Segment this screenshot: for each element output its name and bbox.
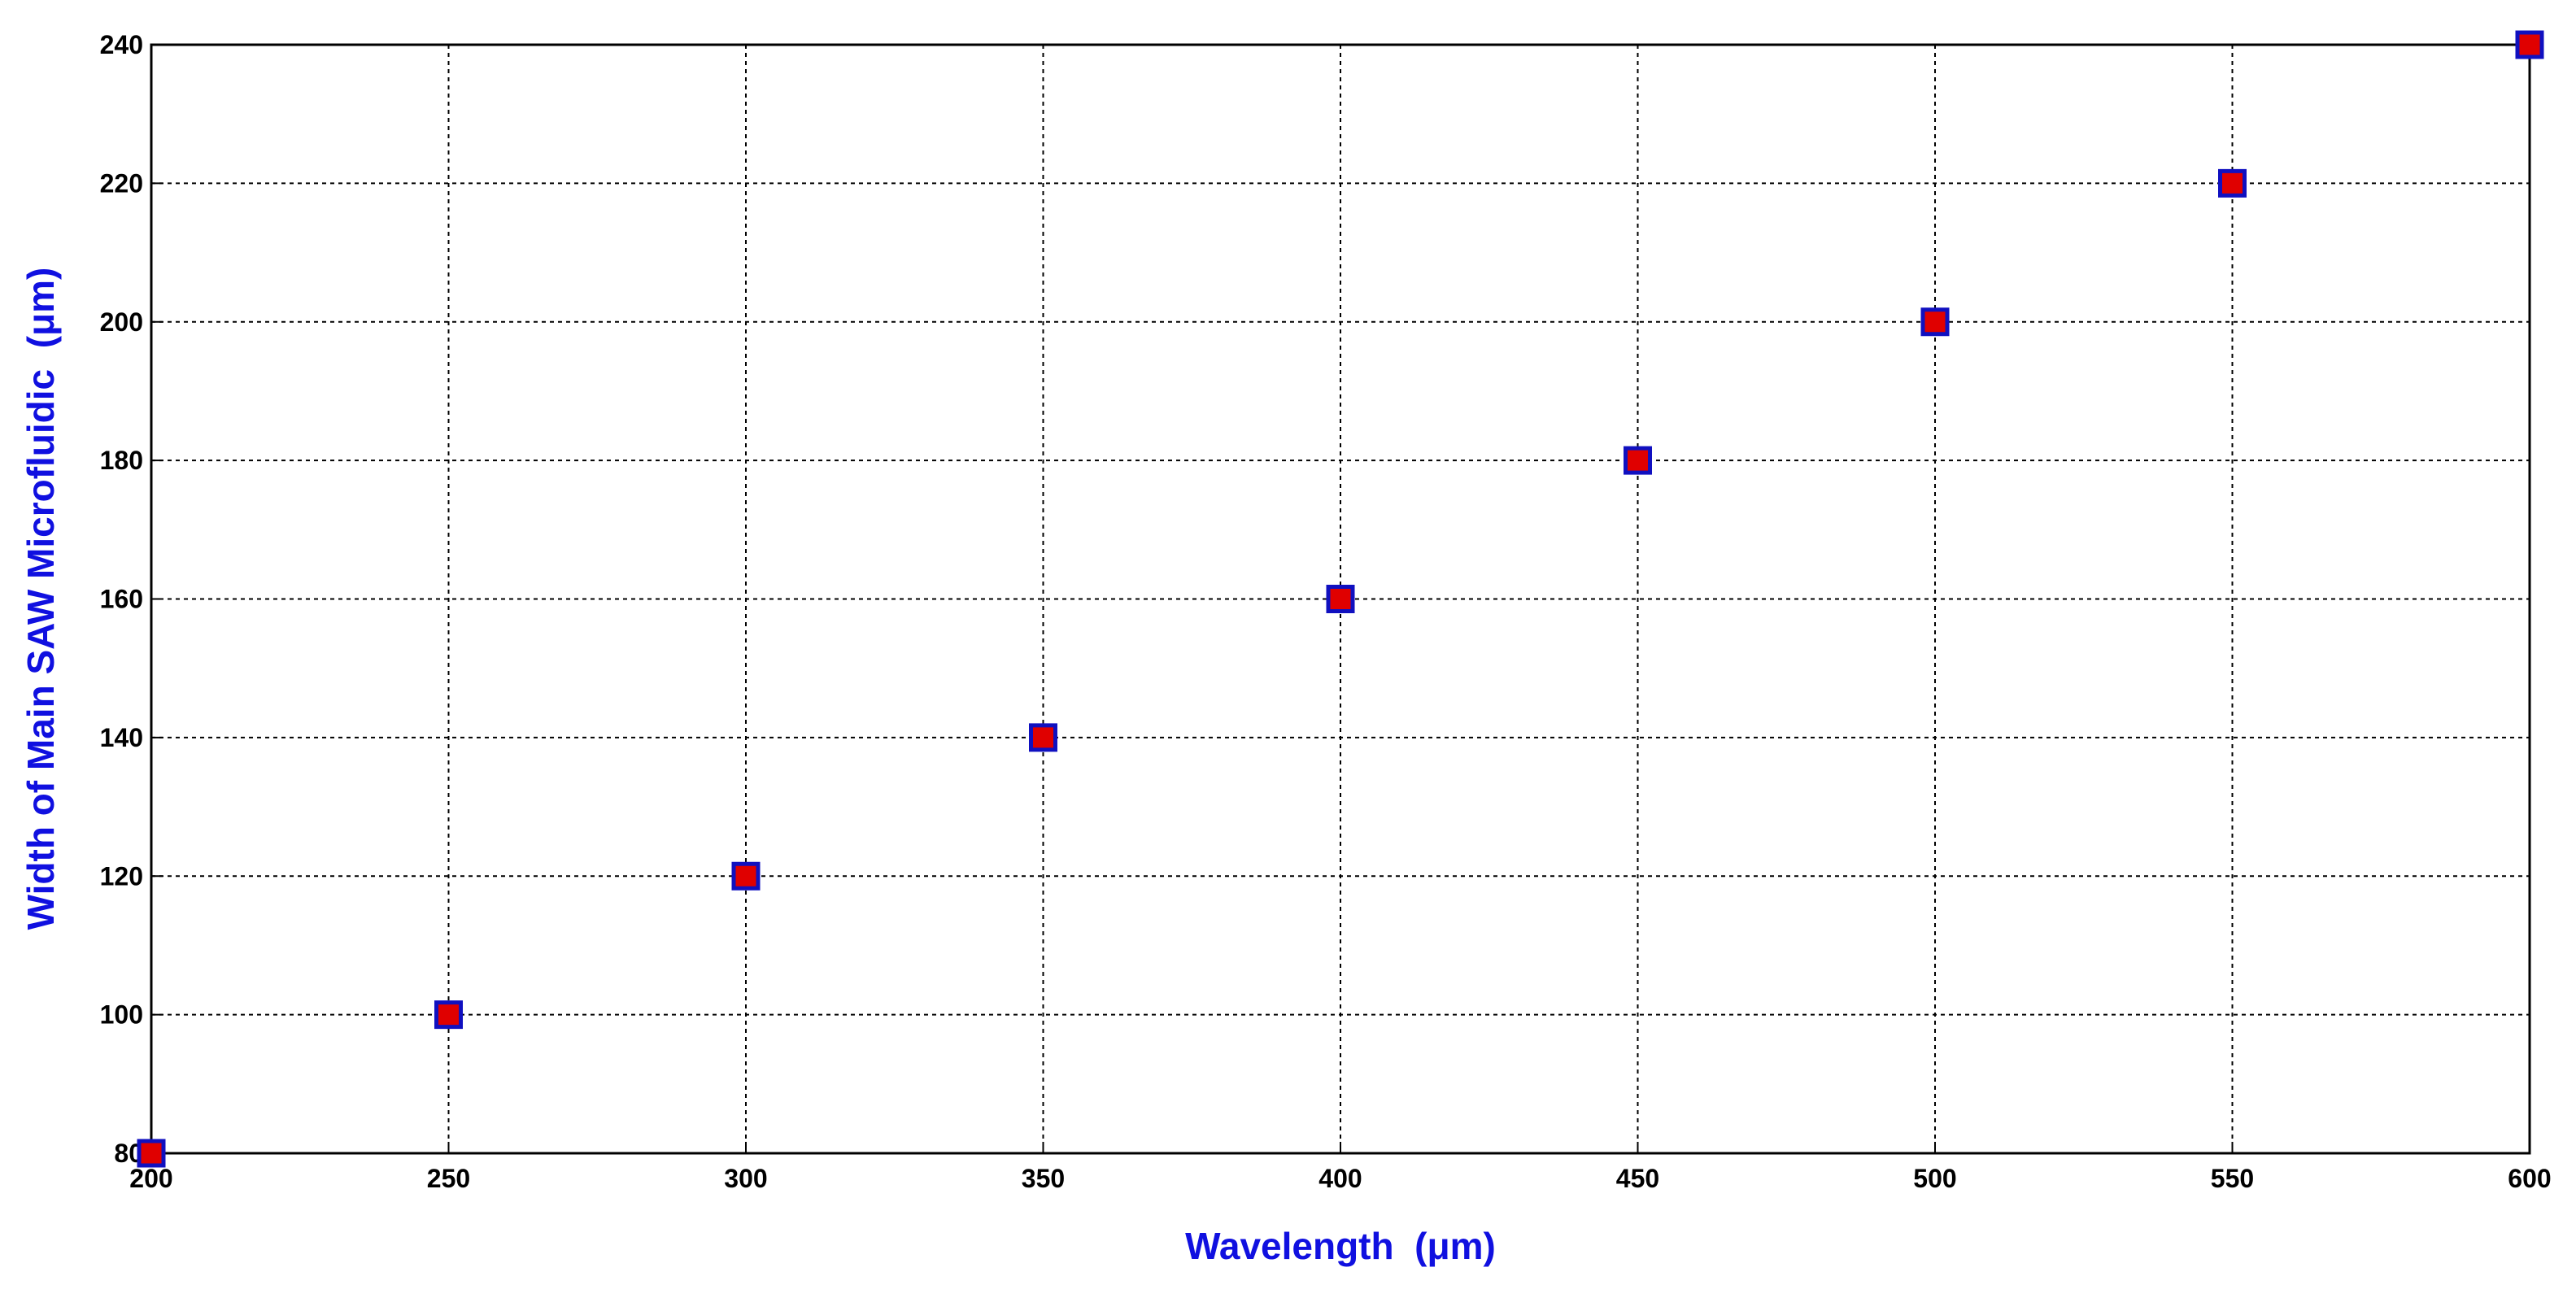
x-tick-label: 500 — [1913, 1164, 1956, 1193]
y-tick-label: 220 — [100, 168, 143, 198]
y-tick-label: 120 — [100, 861, 143, 891]
x-tick-label: 400 — [1319, 1164, 1362, 1193]
point — [731, 861, 761, 891]
point — [434, 1000, 463, 1030]
x-tick-label: 300 — [724, 1164, 767, 1193]
plot-frame — [150, 43, 2531, 1155]
y-tick-label: 140 — [100, 723, 143, 752]
point — [1920, 307, 1950, 337]
point — [2515, 30, 2544, 59]
point — [1029, 723, 1057, 752]
y-tick-label: 100 — [100, 1000, 143, 1030]
point — [137, 1139, 166, 1168]
x-tick-label: 350 — [1022, 1164, 1065, 1193]
x-tick-label: 250 — [427, 1164, 470, 1193]
point — [1624, 446, 1652, 475]
point — [1326, 585, 1355, 613]
y-axis-label: Width of Main SAW Microfluidic (μm) — [20, 268, 62, 930]
x-tick-label: 550 — [2211, 1164, 2254, 1193]
x-tick-label: 600 — [2508, 1164, 2551, 1193]
y-tick-label: 160 — [100, 585, 143, 614]
x-axis-label: Wavelength (μm) — [1185, 1225, 1496, 1267]
point — [2218, 168, 2247, 198]
y-tick-label: 200 — [100, 307, 143, 337]
x-tick-label: 200 — [129, 1164, 172, 1193]
x-tick-label: 450 — [1616, 1164, 1659, 1193]
y-tick-label: 180 — [100, 446, 143, 475]
y-tick-label: 240 — [100, 30, 143, 59]
